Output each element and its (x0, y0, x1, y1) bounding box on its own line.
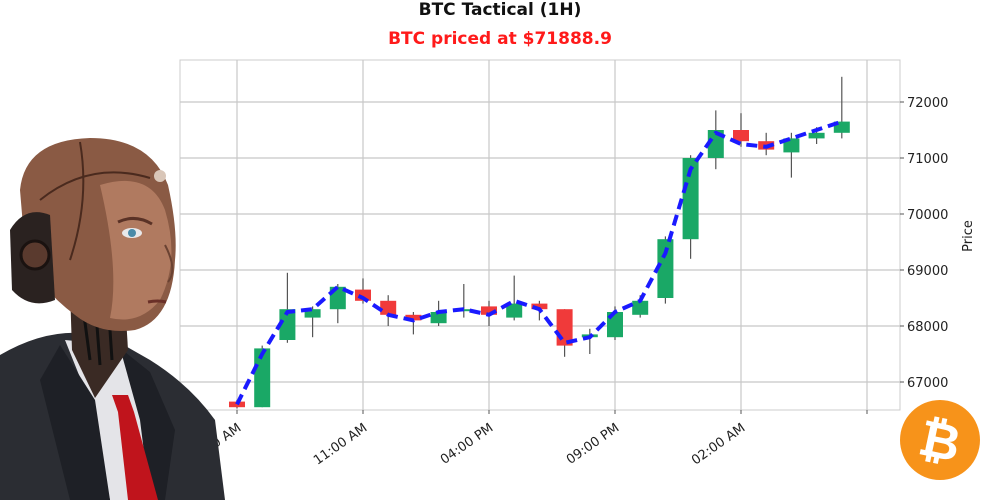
y-axis-label: Price (961, 220, 976, 252)
plot-area (179, 59, 901, 411)
candle-up (632, 300, 649, 315)
y-ticks: 67000 68000 69000 70000 71000 72000 (900, 96, 948, 391)
candle-up (833, 121, 850, 133)
candle-up (808, 132, 825, 139)
candle-down (229, 401, 245, 408)
ma-line-layer (235, 119, 843, 406)
candle-down (405, 314, 422, 321)
x-tick-label: 11:00 AM (311, 421, 370, 469)
y-tick-label: 71000 (907, 152, 948, 167)
ma-line (235, 119, 843, 406)
candle-down (380, 300, 397, 315)
robot-businessman-image (0, 138, 225, 500)
candle-up (279, 309, 296, 340)
y-tick-label: 70000 (907, 208, 948, 223)
candle-down (531, 303, 548, 310)
candle-up (254, 348, 271, 408)
candle-up (682, 158, 699, 240)
candles (229, 76, 850, 409)
candle-up (707, 130, 724, 158)
candle-up (430, 312, 447, 324)
candle-down (481, 306, 497, 315)
bitcoin-icon: ₿ (900, 400, 980, 480)
candle-up (304, 309, 321, 318)
y-tick-label: 69000 (907, 264, 948, 279)
candle-up (657, 239, 674, 298)
x-tick-label: 02:00 AM (689, 421, 748, 469)
chart-title: BTC Tactical (1H) (419, 0, 582, 20)
x-tick-label: 04:00 PM (438, 421, 496, 468)
chart-subtitle: BTC priced at $71888.9 (388, 29, 612, 49)
y-tick-label: 72000 (907, 96, 948, 111)
y-tick-label: 67000 (907, 376, 948, 391)
y-tick-label: 68000 (907, 320, 948, 335)
candle-up (506, 303, 523, 318)
candle-up (783, 138, 800, 153)
candle-down (733, 130, 749, 142)
x-tick-label: 09:00 PM (564, 421, 622, 468)
candle-down (355, 289, 371, 301)
